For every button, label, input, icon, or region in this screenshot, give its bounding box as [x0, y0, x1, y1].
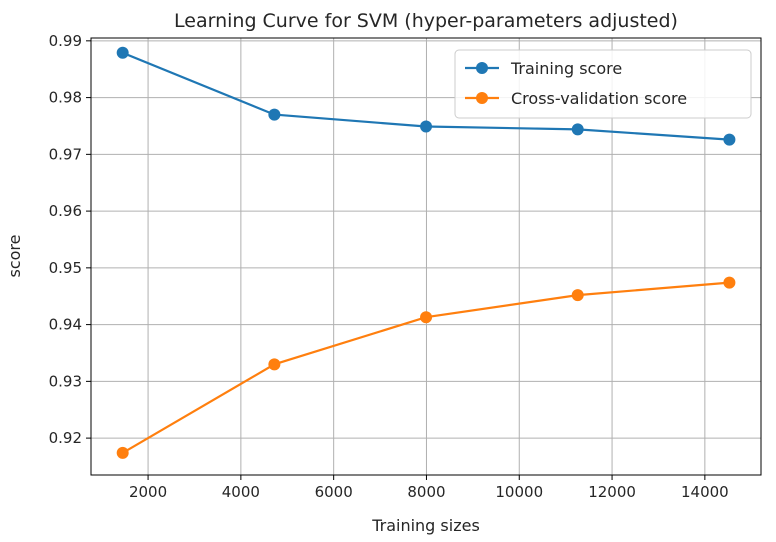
series-1: [116, 276, 736, 459]
grid: [91, 38, 761, 475]
x-tick-label: 14000: [681, 483, 729, 501]
y-tick-label: 0.97: [49, 145, 82, 163]
x-tick-label: 2000: [129, 483, 167, 501]
y-tick-label: 0.98: [49, 89, 82, 107]
y-tick-label: 0.94: [49, 316, 82, 334]
data-point: [268, 108, 281, 121]
x-tick-label: 4000: [222, 483, 260, 501]
data-point: [116, 46, 129, 59]
y-axis-ticks: 0.92 0.93 0.94 0.95 0.96 0.97 0.98 0.99: [49, 32, 91, 447]
legend-item: Cross-validation score: [465, 89, 687, 108]
y-tick-label: 0.92: [49, 429, 82, 447]
y-tick-label: 0.95: [49, 259, 82, 277]
data-point: [723, 133, 736, 146]
data-point: [571, 289, 584, 302]
legend-item: Training score: [465, 59, 622, 78]
series-0: [116, 46, 736, 146]
x-tick-label: 10000: [495, 483, 543, 501]
x-tick-label: 8000: [407, 483, 445, 501]
data-point: [116, 446, 129, 459]
y-tick-label: 0.93: [49, 372, 82, 390]
data-point: [571, 123, 584, 136]
x-tick-label: 6000: [315, 483, 353, 501]
legend: Training score Cross-validation score: [454, 49, 752, 119]
chart-title: Learning Curve for SVM (hyper-parameters…: [174, 10, 678, 32]
legend-box: [454, 49, 752, 119]
data-point: [420, 311, 433, 324]
x-tick-label: 12000: [588, 483, 636, 501]
series-layer: [116, 46, 736, 459]
y-axis-label: score: [5, 235, 24, 278]
legend-marker: [476, 92, 488, 104]
legend-marker: [476, 62, 488, 74]
data-point: [268, 358, 281, 371]
data-point: [420, 120, 433, 133]
legend-label: Training score: [510, 59, 622, 78]
x-axis-label: Training sizes: [371, 516, 480, 535]
legend-label: Cross-validation score: [511, 89, 687, 108]
x-axis-ticks: 2000 4000 6000 8000 10000 12000 14000: [129, 475, 729, 501]
y-tick-label: 0.96: [49, 202, 82, 220]
y-tick-label: 0.99: [49, 32, 82, 50]
data-point: [723, 276, 736, 289]
